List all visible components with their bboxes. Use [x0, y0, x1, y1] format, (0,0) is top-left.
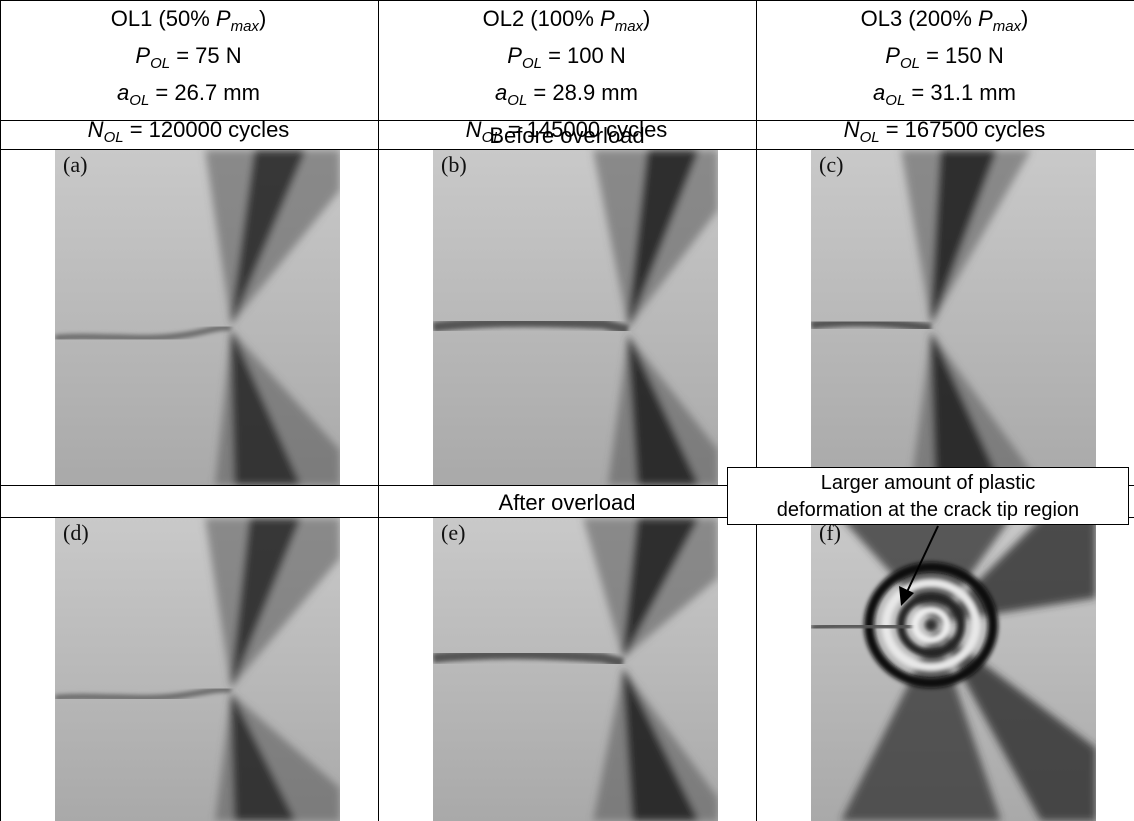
column-title: OL2 (100% Pmax): [482, 6, 651, 35]
crack-length-value: aOL = 28.9 mm: [495, 80, 638, 109]
panel-label-f: (f): [819, 520, 841, 545]
panel-label-e: (e): [441, 520, 466, 545]
photo-panel-f: (f): [811, 518, 1096, 821]
column-header-ol1: OL1 (50% Pmax) POL = 75 N aOL = 26.7 mm …: [0, 4, 377, 146]
column-title: OL3 (200% Pmax): [860, 6, 1029, 35]
load-value: POL = 150 N: [885, 43, 1004, 72]
panel-label-a: (a): [63, 152, 88, 177]
annotation-line-1: Larger amount of plastic: [820, 472, 1036, 494]
panel-label-b: (b): [441, 152, 467, 177]
annotation-line-2: deformation at the crack tip region: [776, 499, 1080, 521]
crack-length-value: aOL = 26.7 mm: [117, 80, 260, 109]
table-after-top-rule: [0, 485, 1134, 486]
table-divider-2: [756, 0, 757, 821]
table-after-rule: [0, 517, 1134, 518]
table-border-top: [0, 0, 1134, 1]
column-title: OL1 (50% Pmax): [110, 6, 267, 35]
row-label-before: Before overload: [489, 123, 645, 148]
cycles-value: NOL = 145000 cycles: [465, 117, 668, 146]
column-header-ol3: OL3 (200% Pmax) POL = 150 N aOL = 31.1 m…: [756, 4, 1133, 146]
photo-panel-a: (a): [55, 150, 340, 485]
photo-panel-b: (b): [433, 150, 718, 485]
photo-panel-d: (d): [55, 518, 340, 821]
load-value: POL = 100 N: [507, 43, 626, 72]
photo-panel-e: (e): [433, 518, 718, 821]
row-label-after: After overload: [498, 490, 636, 515]
table-before-rule: [0, 149, 1134, 150]
load-value: POL = 75 N: [135, 43, 242, 72]
table-header-rule: [0, 120, 1134, 121]
cycles-value: NOL = 167500 cycles: [843, 117, 1046, 146]
annotation-box: Larger amount of plastic deformation at …: [727, 467, 1129, 525]
panel-label-d: (d): [63, 520, 89, 545]
crack-length-value: aOL = 31.1 mm: [873, 80, 1016, 109]
cycles-value: NOL = 120000 cycles: [87, 117, 290, 146]
table-divider-1: [378, 0, 379, 821]
photo-panel-c: (c): [811, 150, 1096, 485]
table-border-left: [0, 0, 1, 821]
column-header-ol2: OL2 (100% Pmax) POL = 100 N aOL = 28.9 m…: [378, 4, 755, 146]
panel-label-c: (c): [819, 152, 844, 177]
